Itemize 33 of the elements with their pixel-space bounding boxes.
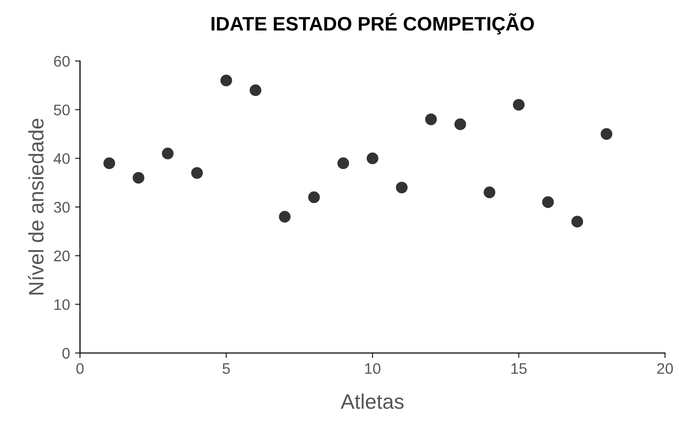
point	[484, 186, 496, 198]
point	[162, 148, 174, 160]
x-axis-title: Atletas	[340, 394, 404, 409]
y-tick-label: 0	[62, 348, 70, 359]
x-tick-label: 20	[657, 363, 673, 374]
point	[308, 191, 320, 204]
point	[396, 182, 408, 194]
point	[278, 210, 291, 223]
point	[191, 167, 203, 179]
y-axis-title: Nível de ansiedade	[28, 118, 44, 294]
y-tick-label: 60	[54, 56, 70, 67]
point	[425, 114, 437, 126]
point	[366, 152, 378, 164]
x-tick-label: 0	[76, 363, 84, 374]
point	[250, 84, 262, 96]
y-tick-label: 40	[54, 153, 70, 164]
point	[571, 216, 584, 228]
point	[542, 196, 554, 208]
y-tick-label: 50	[54, 104, 70, 116]
y-tick-label: 20	[54, 250, 70, 262]
point	[220, 74, 232, 86]
chart-title: IDATE ESTADO PRÉ COMPETIÇÃO	[212, 13, 534, 34]
point	[337, 157, 350, 170]
point	[600, 128, 612, 140]
point	[103, 157, 116, 170]
y-tick-label: 10	[54, 299, 70, 310]
x-tick-label: 15	[511, 363, 527, 374]
x-tick-label: 5	[222, 363, 230, 374]
y-tick-label: 30	[54, 202, 70, 213]
point	[132, 172, 144, 184]
x-tick-label: 10	[365, 363, 380, 374]
point	[512, 98, 525, 111]
point	[454, 118, 466, 130]
